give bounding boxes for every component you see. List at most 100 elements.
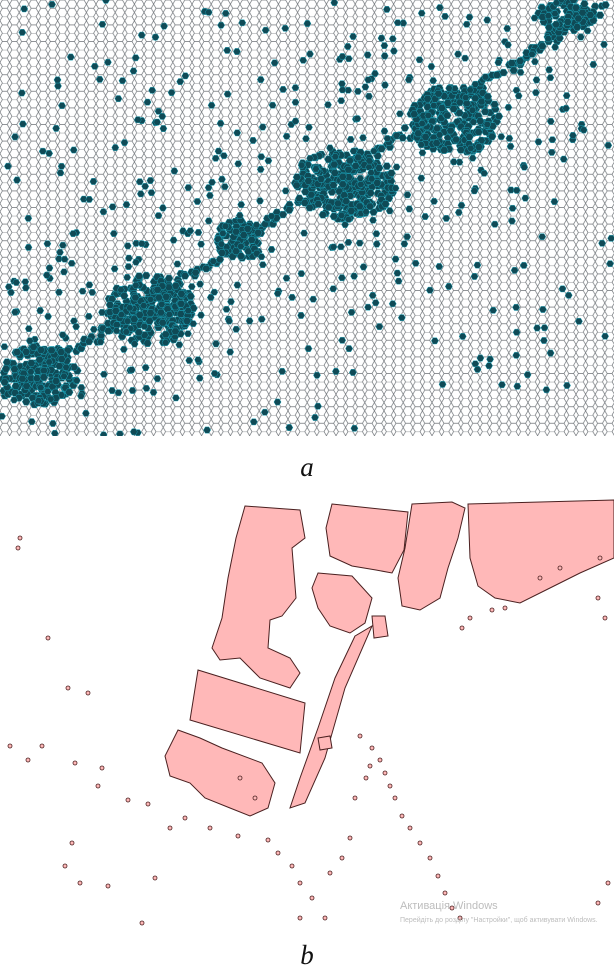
hex-cell [457,201,466,209]
hex-cell [441,13,449,20]
hex-cell [143,339,152,347]
hex-cell [181,72,190,80]
hex-cell [356,180,365,188]
hex-cell [331,153,340,161]
caption-b: b [300,940,314,970]
hex-cell [400,124,410,132]
hex-cell [36,346,46,354]
hex-cell [96,338,105,346]
hex-cell [56,348,66,356]
hex-cell [291,117,300,125]
hex-cell [256,197,264,205]
hex-cell [347,207,356,215]
hex-cell [45,358,54,366]
point-marker [339,855,345,861]
polygon-map-svg [0,498,614,938]
hex-cell [60,372,68,380]
hex-cell [443,99,453,107]
hex-cell [466,144,475,152]
hex-cell [391,255,400,263]
hex-cell [38,147,47,155]
hex-cell [134,272,144,280]
hex-cell [381,200,390,208]
hex-cell [185,357,194,364]
hex-cell [33,367,43,375]
hex-cell [449,158,458,166]
hex-cell [473,261,482,269]
point-marker [65,685,71,691]
hex-cell [306,50,314,58]
hex-cell [27,359,36,367]
hex-cell [137,31,146,39]
hex-cell [175,341,184,349]
point-marker [17,535,23,541]
hex-cell [32,374,42,382]
hex-cell [279,86,287,93]
hex-cell [221,222,230,230]
hex-cell [111,307,121,315]
point-marker [252,795,258,801]
hex-cell [405,205,414,213]
polygon-top-center [325,503,409,574]
hex-cell [45,264,54,272]
hex-cell [483,92,493,101]
hex-cell [532,89,540,97]
hex-cell [220,152,228,160]
hex-cell [349,147,358,155]
hex-cell [305,123,313,131]
hex-cell [345,345,353,352]
hex-cell [39,373,49,381]
hex-cell [112,327,121,335]
hex-cell [455,98,465,107]
hex-cell [324,155,333,164]
hex-cell [186,227,195,235]
hex-cell [55,255,63,263]
hex-cell [601,1,610,9]
hex-cell [337,243,345,251]
hex-cell [552,0,561,7]
hex-cell [89,178,98,185]
point-marker [275,850,281,856]
hex-cell [544,12,553,20]
hex-cell [204,217,213,225]
hex-cell [221,9,230,17]
hex-cell [56,169,65,177]
hex-cell [47,346,56,354]
polygon-small-1 [371,615,389,639]
hex-cell [544,35,553,43]
hex-cell [257,153,266,161]
hex-cell [84,337,94,346]
caption-a: a [300,452,314,482]
point-marker [99,765,105,771]
hex-cell [564,292,573,299]
point-marker [602,615,608,621]
hex-cell [18,375,27,383]
hex-cell [432,139,441,147]
hex-cell [404,76,413,84]
hex-cell [490,100,499,109]
hex-cell [62,363,70,371]
point-marker [595,595,601,601]
hex-cell [523,371,532,379]
hex-cell [504,41,512,49]
hex-cell [390,47,398,55]
hex-cell [233,48,241,55]
hex-cell [143,98,152,106]
hex-cell [385,207,394,215]
hex-cell [206,294,215,301]
hex-cell [304,177,313,185]
hex-cell [512,352,521,359]
hex-cell [403,191,412,199]
hex-cell [64,388,74,396]
hex-cell [159,125,168,132]
hex-cell [551,43,559,51]
hex-cell [309,295,318,303]
hex-cell [338,180,348,189]
hex-cell [11,133,19,141]
hex-cell [127,366,136,374]
hex-cell [480,169,489,177]
hex-cell [27,418,36,425]
hex-cell [184,184,193,191]
hex-cell [299,57,308,64]
point-marker [352,795,358,801]
